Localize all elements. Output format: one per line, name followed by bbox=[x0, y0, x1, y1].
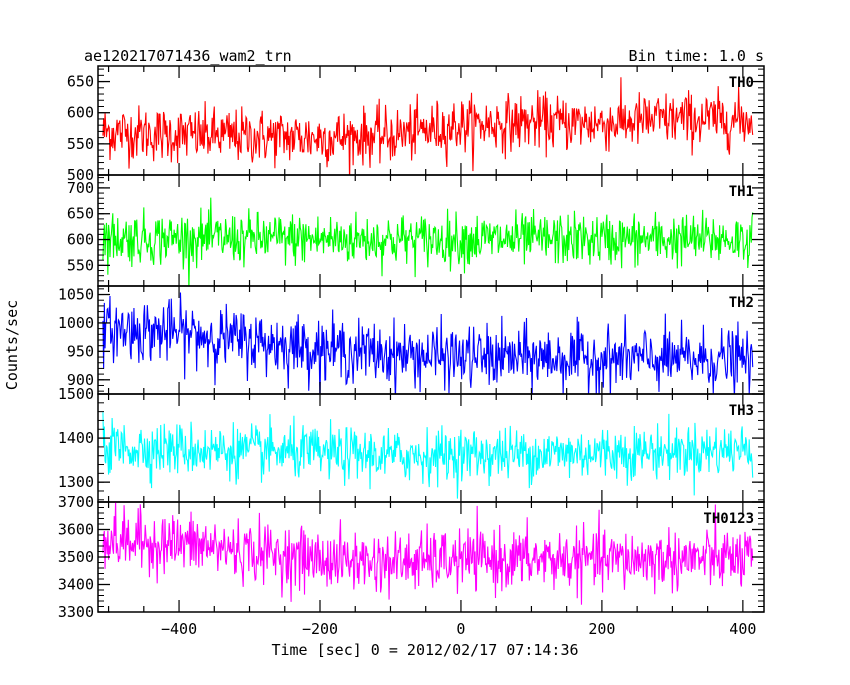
y-tick-label: 600 bbox=[67, 231, 94, 249]
x-tick-label: 400 bbox=[729, 620, 756, 638]
panels-group: 500 550 600 650 TH0 550 600 650 700 TH1 900 950 1000… bbox=[58, 65, 765, 638]
panel-th1: 550 600 650 700 TH1 bbox=[67, 174, 765, 287]
y-tick-label: 1500 bbox=[58, 385, 94, 403]
panel-label-th3: TH3 bbox=[729, 403, 754, 419]
y-tick-label: 650 bbox=[67, 73, 94, 91]
series-line-th0123 bbox=[102, 502, 754, 605]
series-line-th0 bbox=[102, 77, 754, 175]
panel-th3: 1300 1400 1500 TH3 bbox=[58, 385, 765, 503]
x-tick-label: −200 bbox=[302, 620, 338, 638]
y-tick-label: 700 bbox=[67, 179, 94, 197]
x-axis-title: Time [sec] 0 = 2012/02/17 07:14:36 bbox=[271, 641, 578, 659]
panel-label-th0: TH0 bbox=[729, 75, 754, 91]
y-tick-label: 3500 bbox=[58, 548, 94, 566]
y-tick-label: 500 bbox=[67, 166, 94, 184]
y-tick-label: 3600 bbox=[58, 521, 94, 539]
y-tick-label: 3300 bbox=[58, 603, 94, 621]
series-line-th3 bbox=[102, 412, 754, 499]
series-line-th2 bbox=[102, 292, 754, 394]
chart-title: ae120217071436_wam2_trn bbox=[84, 47, 292, 65]
y-tick-label: 3400 bbox=[58, 576, 94, 594]
y-axis-title: Counts/sec bbox=[3, 300, 21, 390]
y-tick-label: 550 bbox=[67, 135, 94, 153]
x-tick-label: 0 bbox=[456, 620, 465, 638]
y-tick-label: 600 bbox=[67, 104, 94, 122]
y-tick-label: 3700 bbox=[58, 493, 94, 511]
panel-label-th1: TH1 bbox=[729, 184, 754, 200]
bin-time-label: Bin time: 1.0 s bbox=[629, 47, 764, 65]
y-tick-label: 1300 bbox=[58, 473, 94, 491]
panel-th0123: 3300 3400 3500 3600 3700 TH0123 bbox=[58, 493, 765, 621]
y-tick-label: 950 bbox=[67, 342, 94, 360]
panel-th0: 500 550 600 650 TH0 bbox=[67, 65, 765, 184]
y-tick-label: 900 bbox=[67, 371, 94, 389]
y-tick-label: 650 bbox=[67, 205, 94, 223]
y-tick-label: 550 bbox=[67, 256, 94, 274]
y-tick-label: 1400 bbox=[58, 429, 94, 447]
y-tick-label: 1050 bbox=[58, 286, 94, 304]
panel-label-th0123: TH0123 bbox=[703, 511, 754, 527]
panel-label-th2: TH2 bbox=[729, 295, 754, 311]
x-tick-label: 200 bbox=[588, 620, 615, 638]
series-line-th1 bbox=[102, 197, 754, 286]
panel-frame bbox=[97, 174, 765, 287]
y-tick-label: 1000 bbox=[58, 314, 94, 332]
x-tick-label: −400 bbox=[161, 620, 197, 638]
panel-th2: 900 950 1000 1050 TH2 bbox=[58, 285, 765, 395]
